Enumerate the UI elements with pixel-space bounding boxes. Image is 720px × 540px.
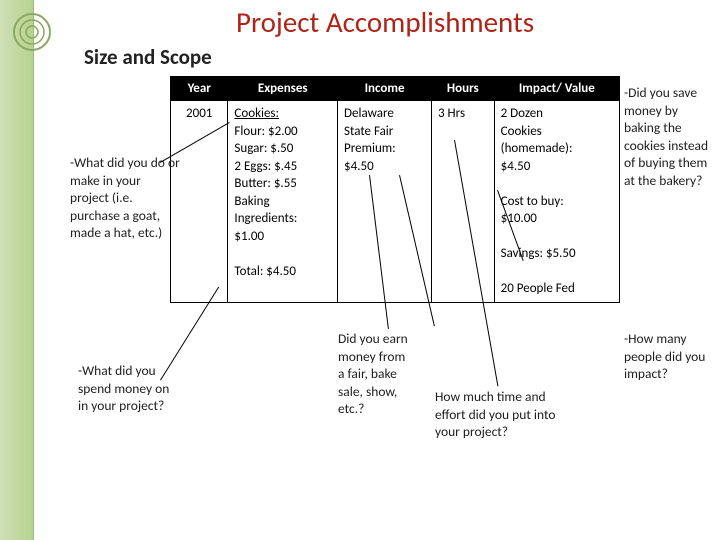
col-year: Year: [171, 77, 228, 101]
left-decorative-bar: [0, 0, 34, 540]
exp-line: Ingredients:: [234, 211, 297, 226]
exp-line: $1.00: [234, 229, 264, 244]
inc-line: Delaware: [344, 106, 394, 121]
table-row: 2001 Cookies: Flour: $2.00 Sugar: $.50 2…: [171, 101, 620, 303]
anno-earn-money: Did you earn money from a fair, bake sal…: [338, 330, 413, 418]
cell-hours: 3 Hrs: [432, 101, 495, 303]
cell-income: Delaware State Fair Premium: $4.50: [338, 101, 432, 303]
slide-title: Project Accomplishments: [236, 4, 534, 40]
imp-line: Cookies: [501, 124, 542, 139]
imp-line: (homemade):: [501, 141, 573, 156]
imp-line: Savings: $5.50: [501, 246, 576, 261]
anno-spend-money: -What did you spend money on in your pro…: [78, 362, 178, 415]
exp-line: Butter: $.55: [234, 176, 296, 191]
cell-expenses: Cookies: Flour: $2.00 Sugar: $.50 2 Eggs…: [228, 101, 338, 303]
slide: Project Accomplishments Size and Scope Y…: [0, 0, 720, 540]
imp-line: 20 People Fed: [501, 281, 575, 296]
imp-line: $4.50: [501, 159, 531, 174]
cell-impact: 2 Dozen Cookies (homemade): $4.50 Cost t…: [494, 101, 619, 303]
exp-line: 2 Eggs: $.45: [234, 159, 297, 174]
exp-line: Sugar: $.50: [234, 141, 293, 156]
anno-what-did-you-do: -What did you do or make in your project…: [70, 154, 180, 242]
exp-total: Total: $4.50: [234, 264, 296, 279]
anno-people-impact: -How many people did you impact?: [624, 330, 714, 383]
imp-line: Cost to buy:: [501, 194, 564, 209]
col-expenses: Expenses: [228, 77, 338, 101]
imp-line: 2 Dozen: [501, 106, 543, 121]
project-table: Year Expenses Income Hours Impact/ Value…: [170, 76, 620, 303]
exp-line: Flour: $2.00: [234, 124, 297, 139]
anno-save-money: -Did you save money by baking the cookie…: [624, 84, 714, 189]
slide-subtitle: Size and Scope: [84, 44, 212, 70]
exp-line: Baking: [234, 194, 269, 209]
inc-line: $4.50: [344, 159, 374, 174]
col-hours: Hours: [432, 77, 495, 101]
col-impact: Impact/ Value: [494, 77, 619, 101]
table-header-row: Year Expenses Income Hours Impact/ Value: [171, 77, 620, 101]
col-income: Income: [338, 77, 432, 101]
inc-line: Premium:: [344, 141, 396, 156]
corner-ornament: [8, 8, 56, 56]
anno-hours: How much time and effort did you put int…: [435, 388, 561, 441]
inc-line: State Fair: [344, 124, 393, 139]
expenses-label: Cookies:: [234, 106, 279, 121]
